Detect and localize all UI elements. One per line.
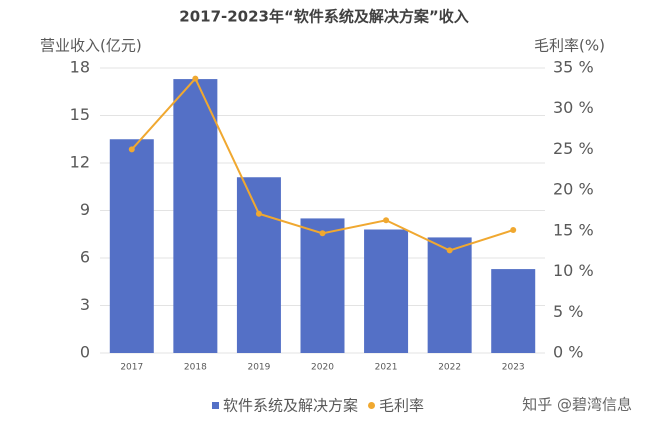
y-tick-label: 18 [70,58,90,77]
legend-swatch [212,402,219,409]
y-tick-label: 9 [80,200,90,219]
point [319,230,326,237]
y-tick-label: 12 [70,153,90,172]
bar [364,229,409,353]
point [128,146,135,153]
y2-tick-label: 0 % [553,343,583,362]
x-tick-label: 2019 [247,363,270,373]
y-axis-label: 营业收入(亿元) [40,37,142,55]
point [255,210,262,217]
x-tick-label: 2022 [438,363,461,373]
legend-label: 软件系统及解决方案 [223,397,358,415]
y2-axis-label: 毛利率(%) [534,37,605,55]
y2-tick-label: 35 % [553,58,594,77]
legend-label: 毛利率 [379,397,424,415]
y2-tick-label: 15 % [553,220,594,239]
y-tick-label: 0 [80,343,90,362]
y2-tick-label: 10 % [553,261,594,280]
y-tick-label: 15 [70,105,90,124]
legend-swatch [368,402,376,409]
x-tick-label: 2018 [184,363,207,373]
bar [173,79,218,353]
bar [109,139,154,353]
y2-tick-label: 25 % [553,139,594,158]
y2-tick-label: 20 % [553,180,594,199]
y-tick-label: 3 [80,295,90,314]
point [446,247,453,254]
y-tick-label: 6 [80,248,90,267]
y2-tick-label: 30 % [553,98,594,117]
bar [491,269,536,353]
bar [236,177,281,353]
chart-title: 2017-2023年“软件系统及解决方案”收入 [179,8,468,26]
x-tick-label: 2020 [311,363,334,373]
x-tick-label: 2023 [502,363,525,373]
y2-tick-label: 5 % [553,302,583,321]
bar [300,218,345,353]
x-tick-label: 2017 [120,363,143,373]
watermark: 知乎 @碧湾信息 [522,396,632,414]
bar [427,237,472,353]
point [192,75,199,82]
x-tick-label: 2021 [375,363,398,373]
point [510,227,517,234]
point [383,217,390,224]
